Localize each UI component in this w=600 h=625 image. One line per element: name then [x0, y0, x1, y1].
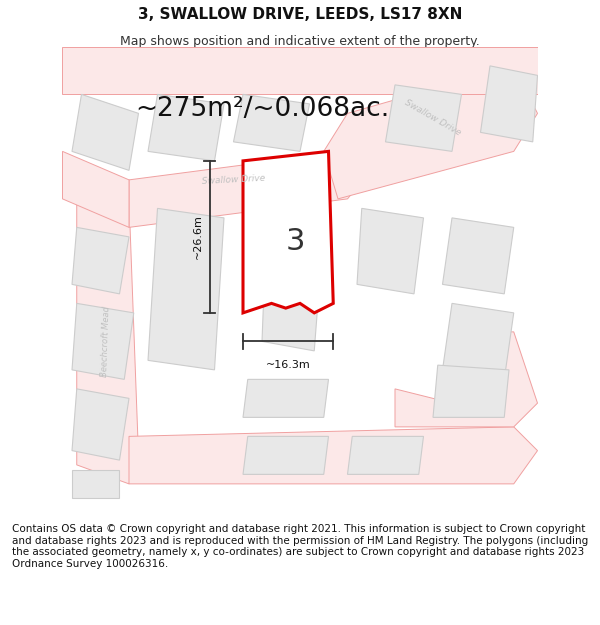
Polygon shape — [324, 66, 538, 199]
Polygon shape — [62, 151, 129, 228]
Text: 3, SWALLOW DRIVE, LEEDS, LS17 8XN: 3, SWALLOW DRIVE, LEEDS, LS17 8XN — [138, 7, 462, 22]
Polygon shape — [433, 365, 509, 418]
Polygon shape — [357, 208, 424, 294]
Polygon shape — [77, 180, 139, 484]
Polygon shape — [443, 303, 514, 379]
Polygon shape — [72, 228, 129, 294]
Polygon shape — [243, 436, 329, 474]
Polygon shape — [72, 469, 119, 498]
Text: ~26.6m: ~26.6m — [193, 214, 203, 259]
Polygon shape — [148, 208, 224, 370]
Text: Swallow Drive: Swallow Drive — [202, 174, 265, 186]
Polygon shape — [395, 332, 538, 427]
Polygon shape — [386, 85, 461, 151]
Polygon shape — [72, 94, 139, 171]
Text: Map shows position and indicative extent of the property.: Map shows position and indicative extent… — [120, 35, 480, 48]
Text: 3: 3 — [286, 227, 305, 256]
Polygon shape — [148, 94, 224, 161]
Polygon shape — [129, 427, 538, 484]
Polygon shape — [72, 389, 129, 460]
Text: Beechcroft Mead: Beechcroft Mead — [100, 306, 111, 377]
Polygon shape — [443, 218, 514, 294]
Text: Swallow Drive: Swallow Drive — [403, 98, 463, 138]
Polygon shape — [347, 436, 424, 474]
Polygon shape — [262, 218, 324, 351]
Polygon shape — [481, 66, 538, 142]
Polygon shape — [72, 303, 134, 379]
Polygon shape — [243, 151, 333, 313]
Polygon shape — [243, 379, 329, 418]
Text: ~275m²/~0.068ac.: ~275m²/~0.068ac. — [135, 96, 389, 122]
Text: ~16.3m: ~16.3m — [266, 361, 311, 371]
Polygon shape — [62, 47, 538, 94]
Polygon shape — [233, 94, 310, 151]
Text: Contains OS data © Crown copyright and database right 2021. This information is : Contains OS data © Crown copyright and d… — [12, 524, 588, 569]
Polygon shape — [129, 151, 371, 228]
